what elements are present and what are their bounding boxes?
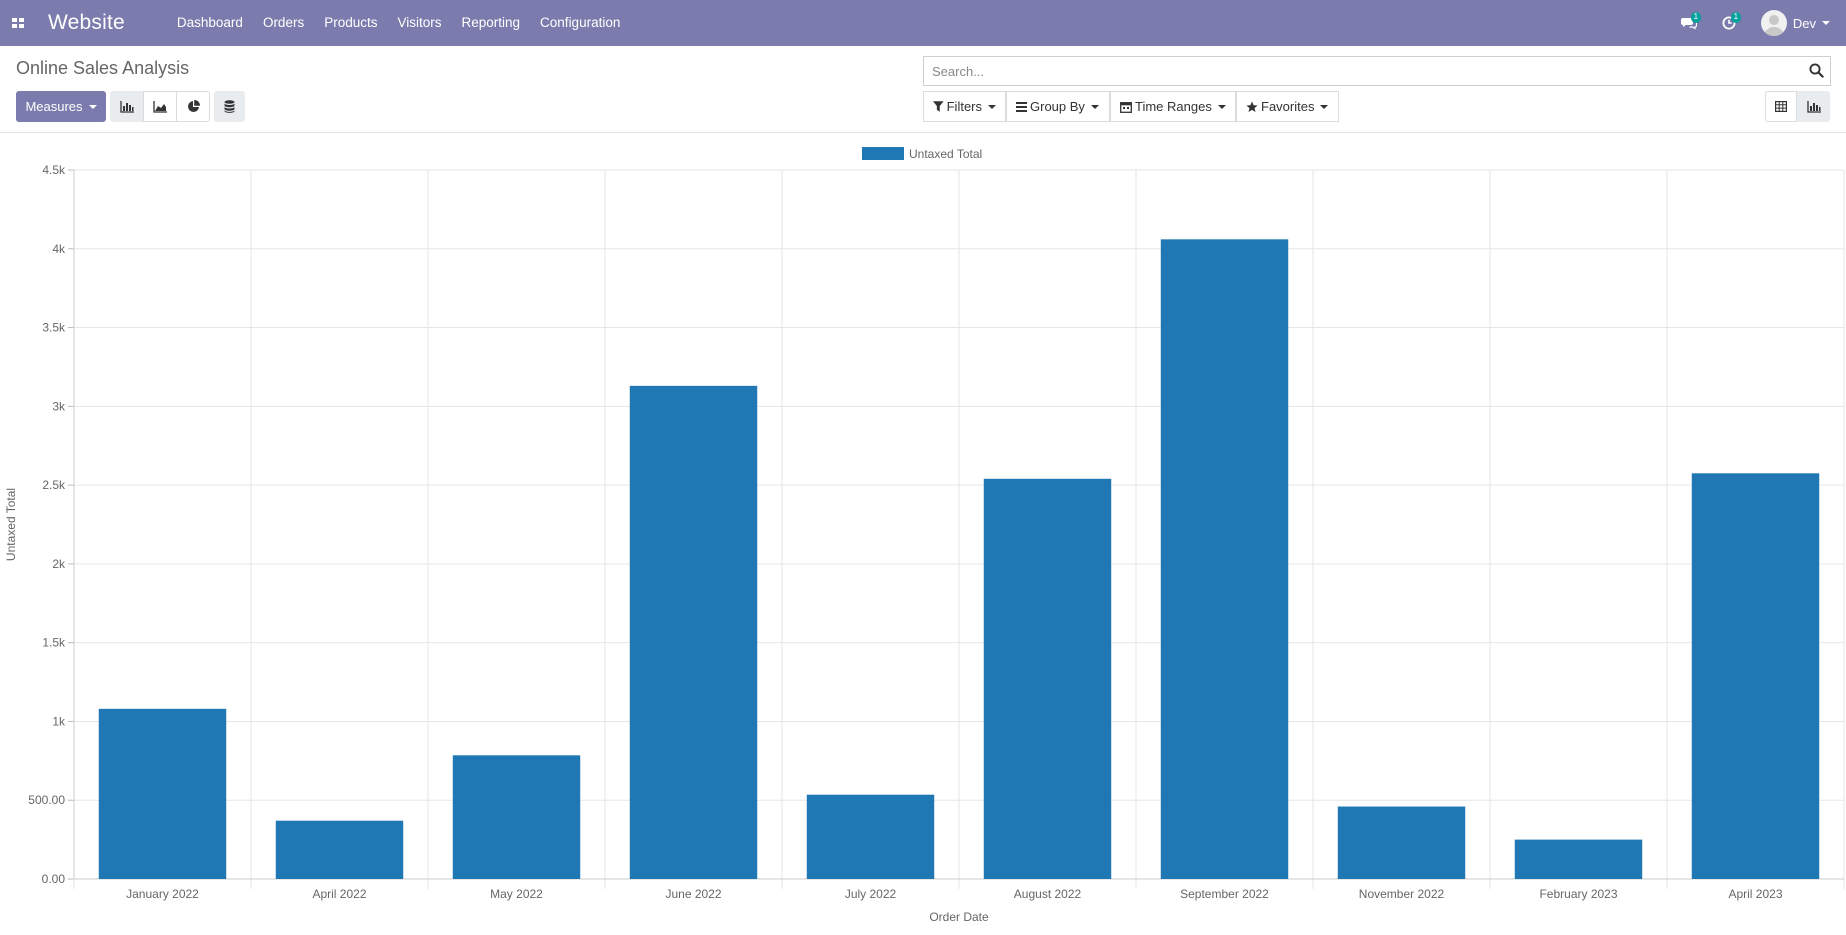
- bar-chart: 0.00 500.00 1k 1.5k 2k 2.5k 3k 3.5k 4k 4.5k Januar…: [4, 147, 1845, 924]
- chevron-down-icon: [1822, 21, 1830, 25]
- user-name: Dev: [1792, 15, 1816, 31]
- search-icon[interactable]: [1809, 63, 1824, 81]
- x-tick-label: September 2022: [1180, 887, 1269, 901]
- messages-badge: 1: [1690, 12, 1701, 23]
- measures-button[interactable]: Measures: [16, 91, 106, 122]
- app-title[interactable]: Website: [48, 11, 125, 34]
- bar[interactable]: [806, 794, 935, 879]
- time-ranges-label: Time Ranges: [1135, 99, 1212, 114]
- apps-menu-icon[interactable]: [0, 0, 36, 46]
- y-tick-label: 4k: [52, 242, 66, 256]
- messages-button[interactable]: 1: [1669, 0, 1709, 46]
- menu-configuration[interactable]: Configuration: [540, 15, 621, 30]
- time-ranges-button[interactable]: Time Ranges: [1110, 91, 1236, 122]
- x-axis-title: Order Date: [929, 910, 989, 924]
- favorites-button[interactable]: Favorites: [1236, 91, 1339, 122]
- pivot-view-button[interactable]: [1765, 91, 1797, 122]
- filters-label: Filters: [946, 99, 982, 114]
- area-chart-icon: [153, 100, 167, 113]
- x-tick-label: April 2022: [312, 887, 366, 901]
- measures-label: Measures: [25, 99, 83, 114]
- y-tick-label: 500.00: [28, 793, 65, 807]
- calendar-icon: [1120, 101, 1132, 113]
- filters-button[interactable]: Filters: [923, 91, 1006, 122]
- y-tick-label: 3.5k: [42, 321, 66, 335]
- x-tick-label: July 2022: [845, 887, 897, 901]
- y-tick-label: 2.5k: [42, 478, 66, 492]
- chevron-down-icon: [1090, 104, 1099, 109]
- bars-icon: [1016, 101, 1027, 112]
- bar[interactable]: [1514, 839, 1643, 879]
- y-tick-label: 0.00: [42, 872, 66, 886]
- database-icon: [224, 100, 235, 113]
- bar[interactable]: [1160, 239, 1289, 879]
- bar[interactable]: [1337, 806, 1466, 879]
- menu-products[interactable]: Products: [324, 15, 378, 30]
- x-tick-label: January 2022: [126, 887, 199, 901]
- menu-dashboard[interactable]: Dashboard: [176, 15, 243, 30]
- chevron-down-icon: [1320, 104, 1329, 109]
- avatar: [1760, 10, 1787, 36]
- bar[interactable]: [1691, 473, 1820, 879]
- y-axis-title: Untaxed Total: [4, 488, 18, 561]
- search-bar: [923, 56, 1831, 86]
- graph-view-icon: [1806, 100, 1821, 113]
- bar[interactable]: [98, 708, 227, 879]
- group-by-label: Group By: [1030, 99, 1085, 114]
- bar[interactable]: [275, 820, 404, 879]
- chevron-down-icon: [88, 104, 97, 109]
- chevron-down-icon: [1217, 104, 1226, 109]
- x-tick-label: November 2022: [1359, 887, 1445, 901]
- pie-chart-icon: [187, 100, 200, 112]
- group-by-button[interactable]: Group By: [1006, 91, 1110, 122]
- x-tick-label: August 2022: [1014, 887, 1082, 901]
- bar[interactable]: [452, 755, 581, 879]
- page-title: Online Sales Analysis: [16, 58, 190, 78]
- menu-visitors[interactable]: Visitors: [397, 15, 442, 30]
- x-tick-label: May 2022: [490, 887, 543, 901]
- search-input[interactable]: [930, 61, 1790, 81]
- graph-view-button[interactable]: [1797, 91, 1830, 122]
- pivot-view-icon: [1775, 101, 1787, 112]
- favorites-label: Favorites: [1261, 99, 1315, 114]
- x-tick-label: June 2022: [665, 887, 721, 901]
- y-tick-label: 1k: [52, 714, 66, 728]
- bar-chart-mode-button[interactable]: [110, 91, 144, 122]
- y-tick-label: 3k: [52, 399, 66, 413]
- clock-icon: [1722, 16, 1736, 30]
- y-tick-label: 2k: [52, 557, 66, 571]
- pie-chart-mode-button[interactable]: [176, 91, 210, 122]
- bar-chart-icon: [120, 100, 134, 113]
- legend-swatch[interactable]: [862, 147, 904, 160]
- top-navbar: Website Dashboard Orders Products Visito…: [0, 0, 1846, 46]
- control-panel: Online Sales Analysis Measures: [0, 46, 1846, 133]
- filter-icon: [933, 101, 944, 112]
- line-chart-mode-button[interactable]: [143, 91, 177, 122]
- bar[interactable]: [983, 478, 1112, 879]
- menu-orders[interactable]: Orders: [262, 15, 305, 30]
- y-tick-label: 1.5k: [42, 636, 66, 650]
- activities-badge: 1: [1730, 12, 1741, 23]
- user-menu[interactable]: Dev: [1749, 10, 1846, 36]
- legend-label[interactable]: Untaxed Total: [909, 147, 982, 161]
- graph-view: 0.00 500.00 1k 1.5k 2k 2.5k 3k 3.5k 4k 4.5k Januar…: [0, 133, 1846, 932]
- menu-reporting[interactable]: Reporting: [461, 15, 521, 30]
- star-icon: [1246, 101, 1258, 112]
- stacked-toggle-button[interactable]: [214, 91, 245, 122]
- chevron-down-icon: [988, 104, 996, 109]
- x-tick-label: April 2023: [1728, 887, 1782, 901]
- bar[interactable]: [629, 385, 758, 879]
- activities-button[interactable]: 1: [1709, 0, 1749, 46]
- x-tick-label: February 2023: [1539, 887, 1617, 901]
- y-tick-label: 4.5k: [42, 163, 66, 177]
